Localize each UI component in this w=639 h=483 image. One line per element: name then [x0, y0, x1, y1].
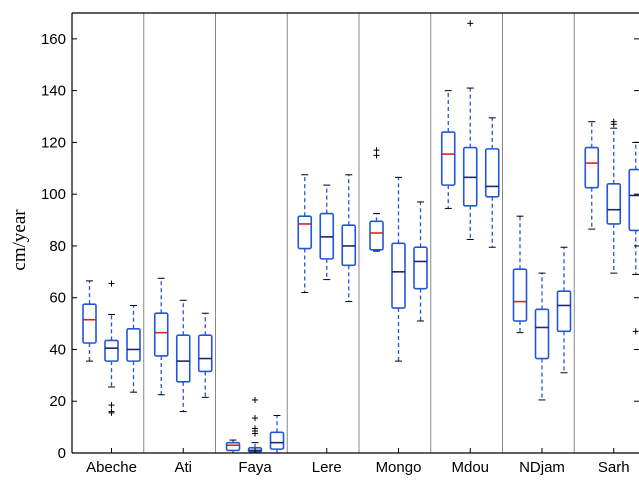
- box-iqr: [556, 290, 572, 333]
- box-iqr: [153, 312, 169, 357]
- outlier-point: [632, 328, 639, 335]
- box-iqr: [225, 441, 241, 452]
- outlier-point: [108, 280, 115, 287]
- box-ati-1: [153, 277, 169, 396]
- outlier-point: [108, 409, 115, 416]
- box-abeche-1: [82, 280, 97, 362]
- box-lere-2: [319, 184, 335, 281]
- box-iqr: [197, 334, 213, 373]
- y-tick-label: 140: [41, 83, 66, 100]
- x-tick-label-lere: Lere: [312, 459, 342, 476]
- box-mdou-2: [462, 20, 478, 240]
- station-group-mongo: [369, 147, 428, 362]
- y-tick-label: 20: [49, 393, 66, 410]
- outlier-point: [252, 415, 258, 422]
- outlier-point: [373, 147, 380, 154]
- x-tick-label-mdou: Mdou: [451, 459, 489, 476]
- station-group-sarh: [584, 118, 639, 335]
- outlier-point: [108, 402, 115, 409]
- box-iqr: [512, 268, 528, 322]
- box-faya-2: [247, 396, 263, 454]
- outlier-point: [373, 152, 380, 159]
- station-group-abeche: [82, 280, 141, 416]
- box-iqr: [440, 131, 456, 186]
- box-iqr: [297, 215, 313, 250]
- group-separators: [143, 13, 575, 453]
- box-iqr: [104, 339, 119, 362]
- outlier-point: [252, 396, 258, 403]
- y-tick-label: 100: [41, 186, 66, 203]
- box-iqr: [584, 146, 600, 189]
- y-axis-label: cm/year: [9, 209, 30, 271]
- box-abeche-3: [126, 304, 141, 393]
- box-mongo-3: [413, 201, 428, 322]
- box-abeche-2: [104, 280, 119, 416]
- box-lere-1: [297, 174, 313, 294]
- box-sarh-1: [584, 121, 600, 230]
- boxes-layer: [82, 20, 639, 454]
- box-iqr: [126, 327, 141, 362]
- box-iqr: [484, 148, 500, 198]
- x-tick-label-sarh: Sarh: [598, 459, 630, 476]
- box-mongo-1: [369, 147, 384, 252]
- box-mongo-2: [391, 176, 406, 362]
- station-group-mdou: [440, 20, 500, 248]
- box-iqr: [175, 334, 191, 383]
- box-ndjam-2: [534, 272, 550, 401]
- outlier-point: [610, 121, 617, 128]
- box-mdou-1: [440, 90, 456, 209]
- box-mdou-3: [484, 117, 500, 248]
- x-tick-label-faya: Faya: [238, 459, 272, 476]
- x-tick-label-abeche: Abeche: [86, 459, 137, 476]
- box-lere-3: [341, 174, 357, 303]
- y-tick-label: 120: [41, 134, 66, 151]
- box-iqr: [82, 303, 97, 344]
- y-tick-label: 160: [41, 31, 66, 48]
- box-iqr: [413, 246, 428, 290]
- box-ati-3: [197, 312, 213, 398]
- station-group-faya: [225, 396, 285, 454]
- box-iqr: [269, 431, 285, 450]
- box-faya-3: [269, 414, 285, 454]
- box-faya-1: [225, 439, 241, 454]
- box-sarh-3: [628, 141, 639, 335]
- y-tick-label: 40: [49, 341, 66, 358]
- station-group-ndjam: [512, 215, 572, 401]
- x-tick-label-ndjam: NDjam: [519, 459, 565, 476]
- x-tick-label-ati: Ati: [174, 459, 192, 476]
- box-ndjam-1: [512, 215, 528, 334]
- outlier-point: [467, 20, 474, 27]
- y-tick-label: 80: [49, 238, 66, 255]
- box-iqr: [628, 168, 639, 232]
- box-iqr: [369, 220, 384, 251]
- box-sarh-2: [606, 118, 622, 274]
- station-group-ati: [153, 277, 213, 413]
- box-iqr: [391, 242, 406, 309]
- y-tick-label: 60: [49, 290, 66, 307]
- station-group-lere: [297, 174, 357, 303]
- x-tick-label-mongo: Mongo: [376, 459, 422, 476]
- box-ati-2: [175, 299, 191, 413]
- outlier-point: [252, 430, 258, 437]
- box-iqr: [606, 183, 622, 225]
- axes-layer: 0 20 40 60 80 100 120 140 160 Abeche Ati Faya Lere Mo…: [41, 12, 639, 476]
- y-tick-label: 0: [58, 445, 66, 462]
- box-ndjam-3: [556, 246, 572, 374]
- box-iqr: [534, 308, 550, 360]
